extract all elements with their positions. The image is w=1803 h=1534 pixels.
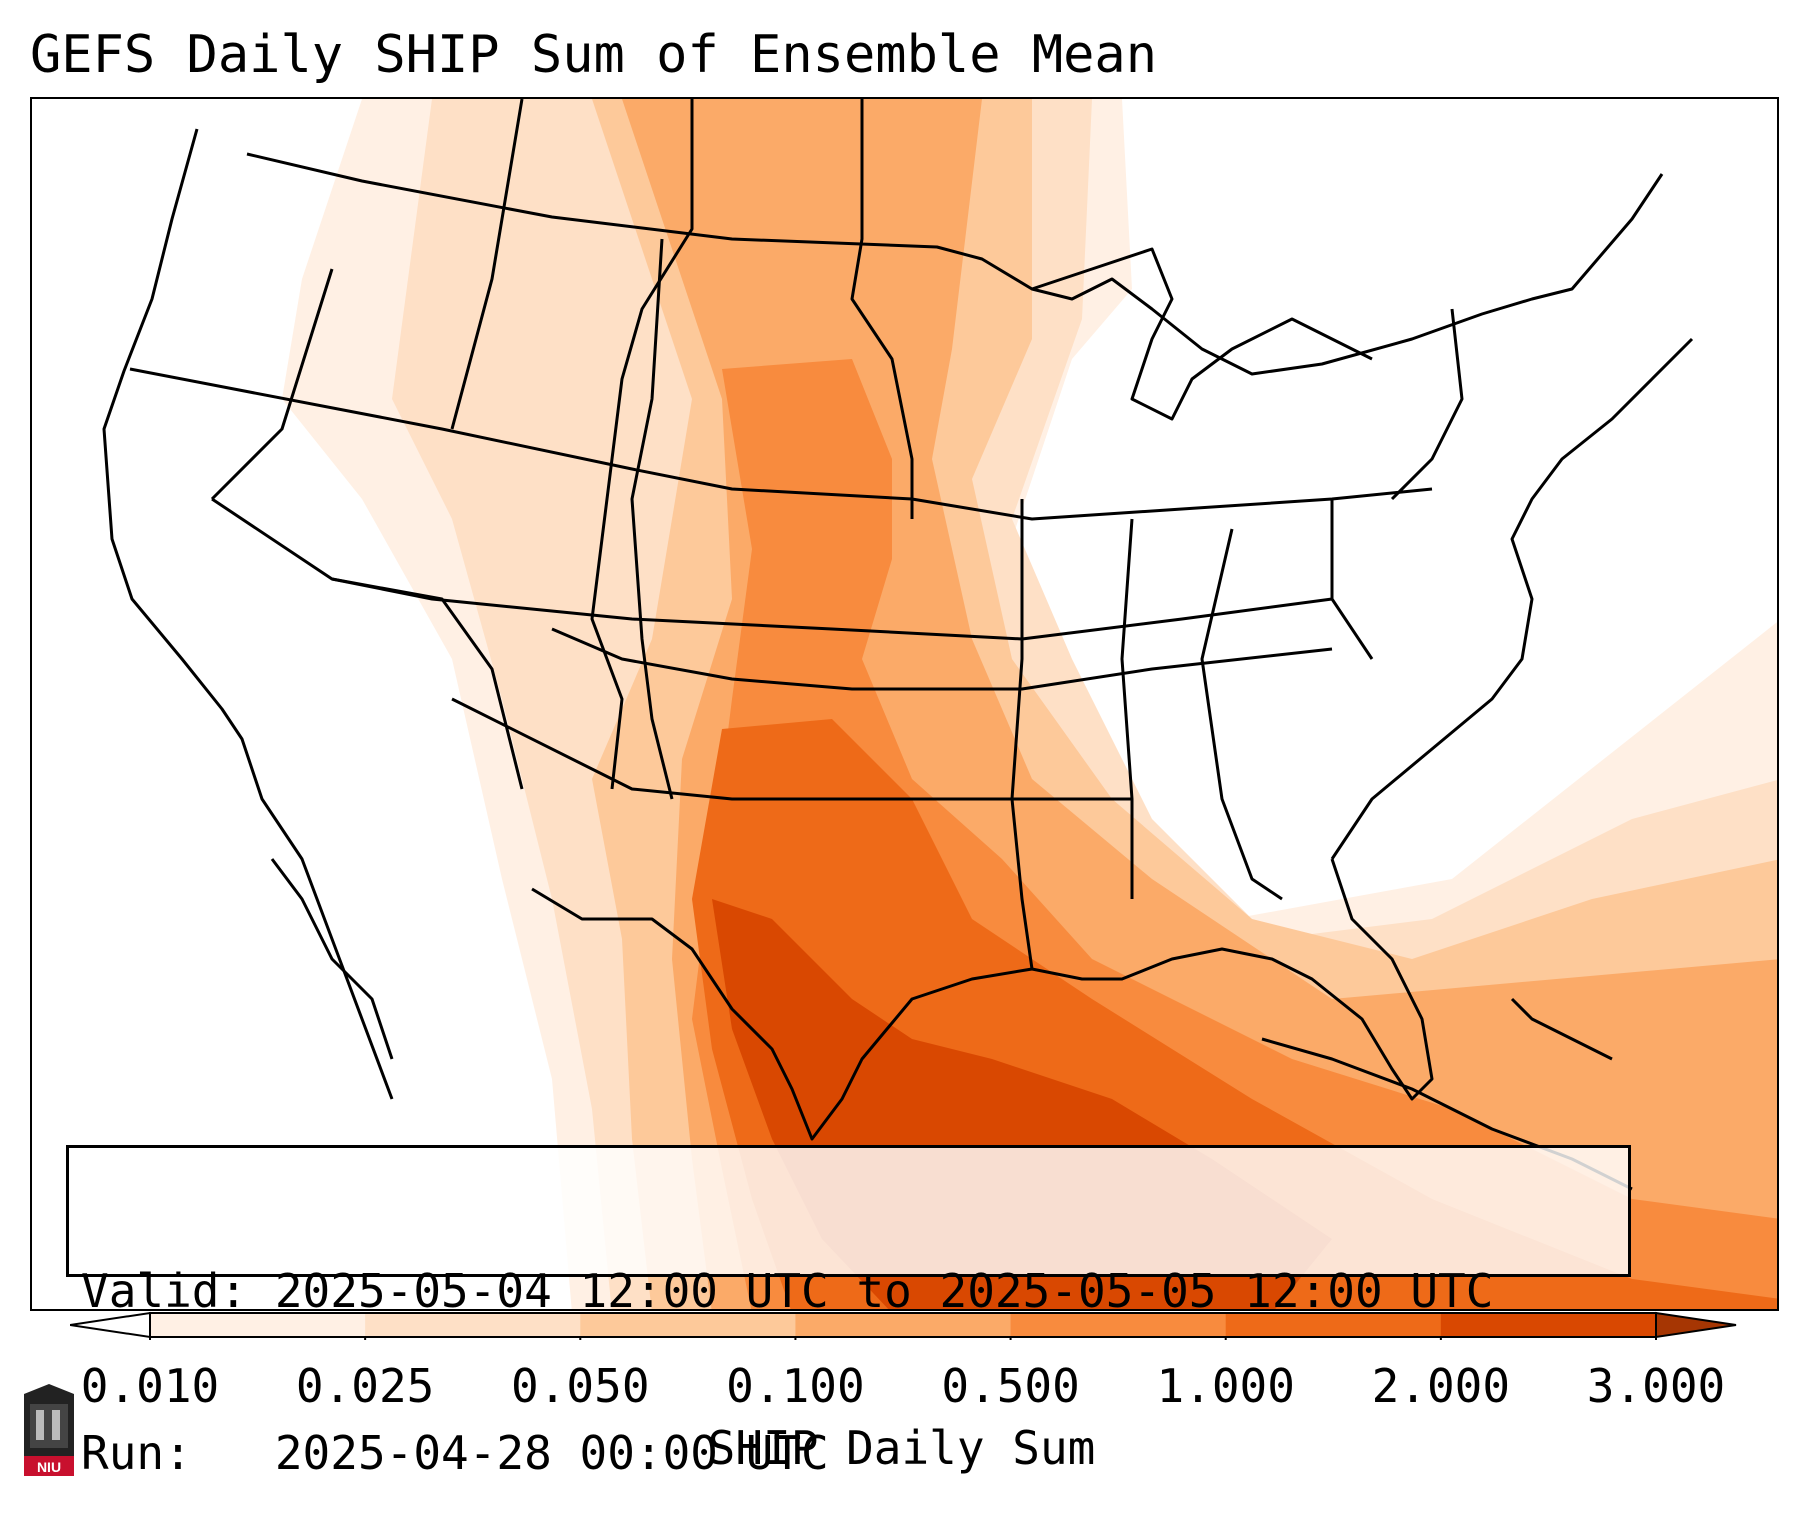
state-line-14 [1330,499,1374,660]
ship-shading [282,99,1777,1309]
bahamas [1510,997,1613,1061]
colorbar-segments [150,1313,1657,1337]
state-line-4 [551,627,1333,691]
logo-text: NIU [37,1459,61,1475]
colorbar-outline [149,1312,1657,1338]
run-time: Run: 2025-04-28 00:00 UTC [81,1426,829,1480]
colorbar-tick-label: 0.100 [726,1359,865,1413]
colorbar-segment [1225,1313,1442,1337]
gulf-coast [531,858,1434,1141]
state-line-8 [850,99,914,519]
colorbar-over-triangle [1655,1311,1737,1339]
great-lakes [1031,247,1373,421]
colorbar-tick-label: 0.025 [295,1359,435,1413]
state-line-11 [1010,499,1034,970]
state-line-7 [590,99,694,790]
niu-logo: NIU [24,1384,74,1476]
valid-time: Valid: 2025-05-04 12:00 UTC to 2025-05-0… [81,1264,1494,1318]
state-line-10 [630,238,674,800]
state-line-13 [1200,528,1283,901]
state-line-3 [331,577,1333,641]
colorbar-tick-label: 0.050 [511,1359,650,1413]
colorbar-under-triangle [70,1311,151,1339]
state-line-9 [211,497,524,790]
colorbar-segment [795,1313,1012,1337]
state-line-5 [451,697,1132,801]
baja-peninsula [270,858,394,1060]
colorbar-tick-label: 3.000 [1586,1359,1726,1413]
chart-title: GEFS Daily SHIP Sum of Ensemble Mean [30,25,1158,85]
colorbar-tick-label: 0.010 [80,1359,220,1413]
pacific-coast [102,128,394,1100]
state-line-12 [1120,518,1134,899]
colorbar-segment [150,1313,366,1337]
colorbar-tick-label: 2.000 [1371,1359,1511,1413]
state-line-6 [450,99,524,430]
colorbar-segment [365,1313,581,1337]
colorbar-tick-label: 1.000 [1156,1359,1295,1413]
colorbar [70,1311,1737,1340]
boundaries [102,99,1694,1191]
colorbar-segment [580,1313,796,1337]
colorbar-tick-label: 0.500 [941,1359,1080,1413]
map-panel [30,97,1779,1311]
us-canada-border [246,152,1664,376]
valid-run-box: Valid: 2025-05-04 12:00 UTC to 2025-05-0… [66,1145,1631,1480]
colorbar-segment [1440,1313,1657,1337]
atlantic-coast [1330,337,1694,860]
colorbar-label: SHIP Daily Sum [707,1421,1096,1475]
ship-map [102,99,1777,1309]
state-line-1 [210,268,334,501]
colorbar-segment [1010,1313,1227,1337]
state-line-15 [1390,308,1464,501]
